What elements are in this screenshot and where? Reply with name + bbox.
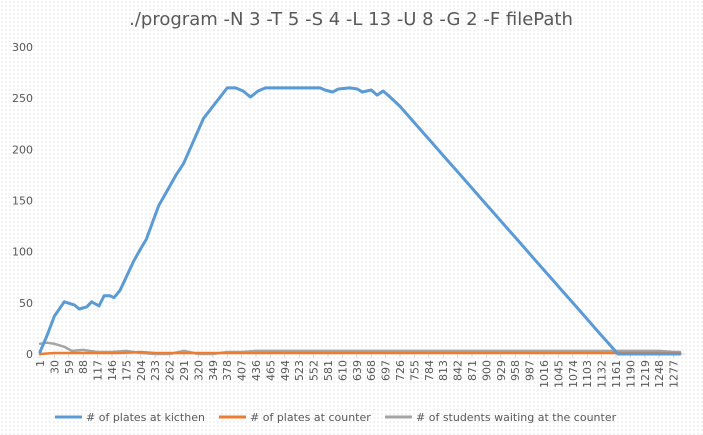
y-tick-label: 50	[19, 297, 33, 310]
x-tick-label: 1219	[639, 360, 652, 388]
legend-label: # of plates at counter	[250, 411, 371, 424]
series-line-0	[38, 86, 682, 356]
x-tick-label: 1	[34, 360, 47, 367]
x-tick-label: 987	[524, 360, 537, 381]
x-tick-label: 291	[178, 360, 191, 381]
x-tick-label: 436	[250, 360, 263, 381]
x-tick-label: 784	[423, 360, 436, 381]
legend-label: # of students waiting at the counter	[416, 411, 617, 424]
x-tick-label: 175	[120, 360, 133, 381]
x-tick-label: 610	[336, 360, 349, 381]
x-tick-label: 929	[495, 360, 508, 381]
y-tick-label: 300	[12, 41, 33, 54]
x-tick-label: 59	[63, 360, 76, 374]
y-tick-label: 150	[12, 195, 33, 208]
x-tick-label: 1016	[538, 360, 551, 388]
series-line-2	[38, 341, 682, 356]
x-tick-label: 407	[236, 360, 249, 381]
x-tick-label: 1248	[653, 360, 666, 388]
x-tick-label: 523	[293, 360, 306, 381]
y-tick-label: 0	[26, 348, 33, 361]
legend: # of plates at kicthen # of plates at cou…	[55, 411, 617, 424]
y-tick-label: 250	[12, 92, 33, 105]
x-tick-label: 1161	[610, 360, 623, 388]
x-tick-label: 726	[394, 360, 407, 381]
chart-title: ./program -N 3 -T 5 -S 4 -L 13 -U 8 -G 2…	[129, 9, 573, 30]
x-tick-label: 117	[92, 360, 105, 381]
y-tick-label: 100	[12, 246, 33, 259]
x-tick-label: 1277	[668, 360, 681, 388]
x-tick-label: 233	[149, 360, 162, 381]
x-tick-label: 30	[48, 360, 61, 374]
x-axis: 1 30 59 88 117 146 175 204 233 262 291 320 349 378 407…	[34, 353, 685, 388]
x-tick-label: 1045	[552, 360, 565, 388]
x-tick-label: 668	[365, 360, 378, 381]
x-tick-label: 581	[322, 360, 335, 381]
series-line-1	[38, 350, 682, 356]
x-tick-label: 1074	[567, 360, 580, 388]
x-tick-label: 871	[466, 360, 479, 381]
x-tick-label: 204	[135, 360, 148, 381]
x-tick-label: 842	[452, 360, 465, 381]
x-tick-label: 320	[192, 360, 205, 381]
x-tick-label: 1190	[624, 360, 637, 388]
x-tick-label: 88	[77, 360, 90, 374]
x-tick-label: 1132	[596, 360, 609, 388]
x-tick-label: 349	[207, 360, 220, 381]
x-tick-label: 900	[480, 360, 493, 381]
x-tick-label: 639	[351, 360, 364, 381]
x-tick-label: 958	[509, 360, 522, 381]
x-tick-label: 1103	[581, 360, 594, 388]
x-tick-label: 755	[408, 360, 421, 381]
x-tick-label: 378	[221, 360, 234, 381]
x-tick-label: 465	[264, 360, 277, 381]
x-tick-label: 697	[380, 360, 393, 381]
x-tick-label: 494	[279, 360, 292, 381]
legend-label: # of plates at kicthen	[86, 411, 205, 424]
y-tick-label: 200	[12, 143, 33, 156]
x-tick-label: 552	[308, 360, 321, 381]
x-tick-label: 146	[106, 360, 119, 381]
x-tick-label: 813	[437, 360, 450, 381]
plot-area	[38, 86, 682, 356]
x-tick-label: 262	[164, 360, 177, 381]
y-axis: 0 50 100 150 200 250 300	[12, 41, 33, 361]
